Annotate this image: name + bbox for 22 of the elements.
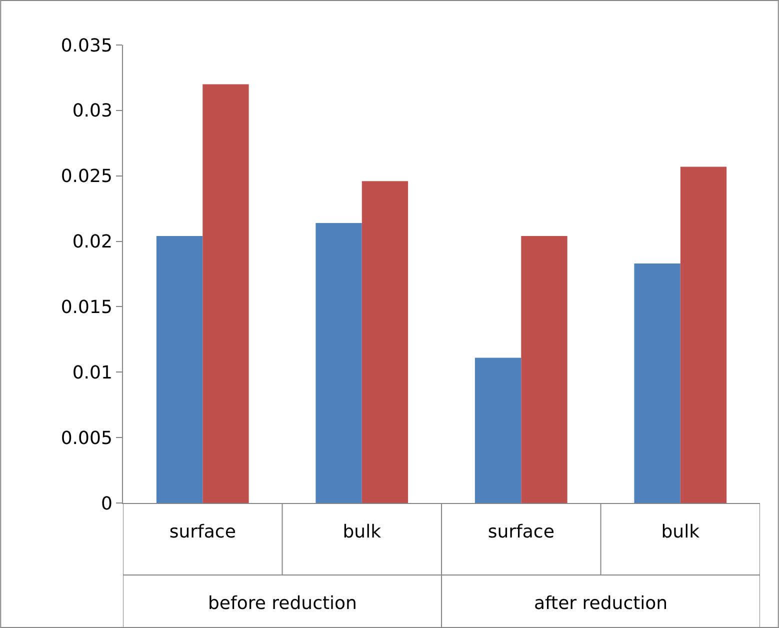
y-tick-label: 0.035 — [60, 35, 112, 56]
y-tick-label: 0.02 — [72, 232, 112, 253]
bar — [680, 166, 727, 503]
bar — [202, 84, 249, 503]
y-tick-label: 0.005 — [60, 428, 112, 449]
y-tick-label: 0.03 — [72, 100, 112, 122]
bar — [634, 264, 680, 503]
bar — [521, 236, 568, 503]
bar — [316, 222, 362, 503]
bar — [362, 181, 408, 503]
x-tick-label: surface — [169, 522, 236, 543]
bar — [474, 358, 522, 503]
x-tick-label: bulk — [661, 522, 700, 543]
x-tick-label: surface — [488, 522, 554, 543]
y-tick-label: 0.025 — [60, 166, 112, 188]
text: after reduction — [534, 593, 668, 614]
y-tick-label: 0.01 — [72, 362, 112, 384]
x-tick-label: bulk — [342, 522, 382, 543]
y-tick-label: 0.015 — [60, 297, 112, 318]
y-tick-label: 0 — [100, 493, 112, 514]
bar — [156, 236, 203, 503]
text: before reduction — [208, 593, 357, 614]
